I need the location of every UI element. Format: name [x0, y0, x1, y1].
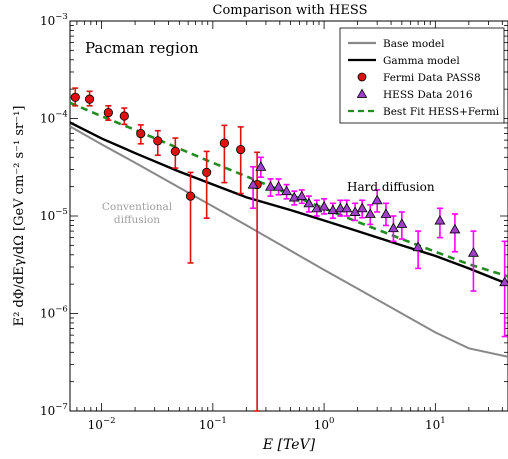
hess-data-point — [364, 208, 376, 218]
legend-swatch — [356, 88, 368, 98]
hess-data-point — [341, 202, 353, 213]
y-tick-label: 10−7 — [40, 402, 68, 418]
legend-item: HESS Data 2016 — [356, 88, 473, 101]
legend-item: Best Fit HESS+Fermi — [348, 106, 500, 118]
hess-data-point — [467, 247, 479, 257]
fermi-data-point — [219, 138, 229, 148]
x-tick-label: 100 — [314, 416, 335, 432]
hess-data-point — [412, 241, 424, 252]
x-tick-label: 10−1 — [199, 416, 227, 432]
hess-data-point — [247, 178, 259, 189]
y-tick-label: 10−3 — [40, 12, 68, 28]
hess-data-point — [356, 202, 368, 213]
fermi-data-point — [170, 146, 180, 156]
y-tick-label: 10−6 — [40, 305, 68, 321]
legend-label: Gamma model — [383, 55, 460, 67]
x-tick-label: 10−2 — [88, 416, 116, 432]
hess-data-point — [499, 276, 508, 287]
hess-data-point — [318, 200, 330, 211]
hess-data-point — [311, 202, 323, 213]
legend: Base model Gamma model Fermi Data PASS8 HES… — [339, 27, 505, 124]
x-axis-label: E [TeV] — [262, 437, 316, 453]
legend-item: Base model — [348, 38, 445, 50]
x-tick-label: 101 — [425, 416, 446, 432]
hess-data-point — [380, 208, 392, 218]
hess-data-point — [371, 194, 383, 205]
hess-data-point — [273, 181, 285, 191]
y-axis-label: E² dΦ/dEγ/dΩ [GeV cm⁻² s⁻¹ sr⁻¹] — [12, 106, 27, 327]
hess-data-point — [255, 161, 267, 171]
hard-diffusion-label: Hard diffusion — [347, 180, 435, 194]
data-layer — [69, 87, 508, 412]
gamma-model-line — [69, 121, 508, 286]
conventional-diffusion-label-line2: diffusion — [114, 214, 160, 226]
fermi-data-point — [103, 107, 113, 118]
base-model-line — [69, 125, 508, 358]
hess-data-point — [396, 218, 408, 228]
hess-data-point — [303, 197, 315, 208]
hess-data-point — [387, 222, 399, 233]
legend-item: Fermi Data PASS8 — [357, 72, 481, 84]
legend-label: Base model — [383, 38, 445, 50]
fermi-data-point — [185, 191, 196, 201]
fermi-data-point — [153, 136, 163, 146]
hess-data-point — [434, 214, 446, 225]
y-tick-label: 10−4 — [40, 110, 68, 126]
y-tick-label: 10−5 — [40, 207, 68, 223]
hess-data-point — [296, 190, 308, 201]
fermi-data-point — [84, 94, 95, 104]
hess-data-point — [449, 223, 461, 234]
conventional-diffusion-label-line1: Conventional — [102, 201, 173, 213]
fermi-data-point — [202, 167, 212, 178]
chart-title: Comparison with HESS — [213, 3, 368, 18]
fermi-data-point — [70, 92, 80, 102]
hess-data-point — [288, 191, 300, 202]
legend-label: HESS Data 2016 — [383, 89, 473, 101]
x-tick-labels: 10−2 10−1 100 101 — [88, 416, 446, 432]
fermi-data-point — [119, 111, 129, 121]
legend-item: Gamma model — [348, 55, 460, 67]
fermi-data-point — [136, 129, 146, 139]
hess-data-point — [281, 185, 293, 196]
legend-label: Best Fit HESS+Fermi — [383, 106, 500, 118]
y-tick-labels: 10−7 10−6 10−5 10−4 10−3 — [40, 12, 68, 418]
fermi-data-point — [236, 144, 246, 155]
legend-label: Fermi Data PASS8 — [383, 72, 481, 84]
hess-data-point — [265, 181, 277, 191]
legend-swatch — [357, 72, 367, 82]
region-label: Pacman region — [85, 39, 199, 57]
